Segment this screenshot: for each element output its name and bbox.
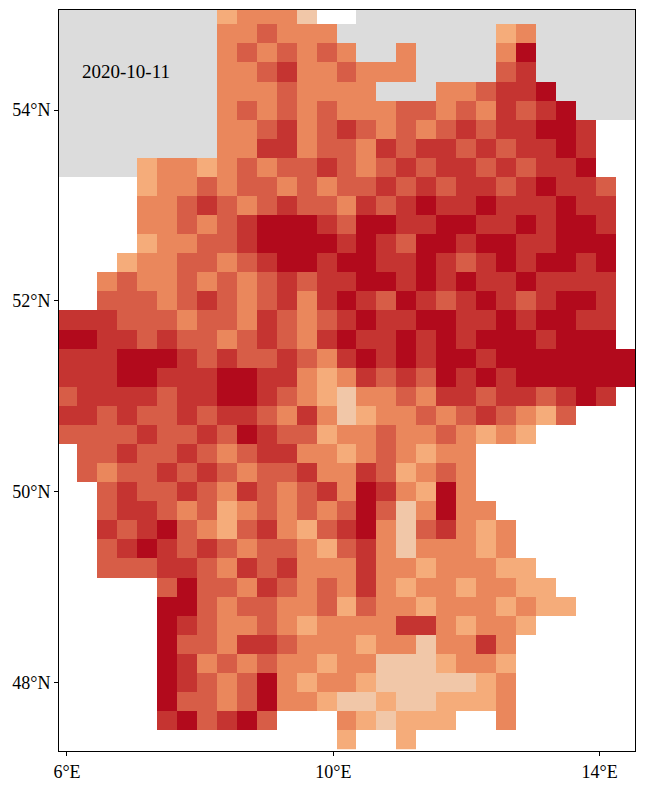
svg-text:10°E: 10°E — [315, 762, 351, 782]
svg-text:6°E: 6°E — [53, 762, 80, 782]
svg-text:54°N: 54°N — [12, 100, 50, 120]
svg-text:52°N: 52°N — [12, 291, 50, 311]
svg-text:50°N: 50°N — [12, 482, 50, 502]
svg-text:2020-10-11: 2020-10-11 — [82, 61, 170, 82]
svg-text:48°N: 48°N — [12, 673, 50, 693]
svg-text:14°E: 14°E — [582, 762, 618, 782]
